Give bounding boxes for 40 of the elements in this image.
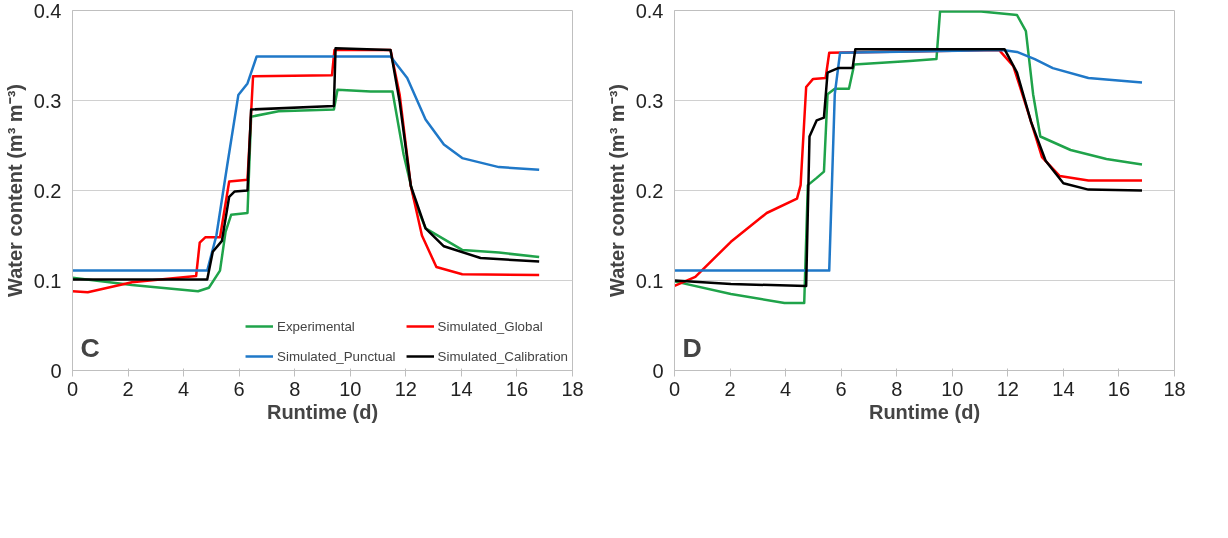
x-tick-label: 0 — [66, 377, 79, 400]
y-tick-label: 0.4 — [33, 0, 62, 22]
y-axis-title: Water content (m³ m⁻³) — [3, 84, 26, 297]
x-tick-label: 18 — [561, 377, 584, 400]
y-tick-label: 0.2 — [33, 179, 62, 202]
x-tick-label: 16 — [505, 377, 529, 400]
x-tick-label: 18 — [1163, 377, 1186, 400]
legend-label: Simulated_Calibration — [437, 348, 568, 364]
x-tick-label: 14 — [1052, 377, 1075, 400]
x-tick-label: 12 — [996, 377, 1019, 400]
y-tick-label: 0.3 — [33, 89, 62, 112]
y-tick-label: 0.2 — [635, 179, 664, 202]
x-axis-title: Runtime (d) — [266, 400, 379, 423]
legend-label: Experimental — [277, 318, 355, 334]
x-tick-label: 2 — [724, 377, 736, 400]
x-tick-label: 14 — [450, 377, 473, 400]
x-tick-label: 0 — [668, 377, 681, 400]
x-tick-label: 12 — [394, 377, 417, 400]
y-tick-label: 0.3 — [635, 89, 664, 112]
legend-label: Simulated_Global — [437, 318, 543, 334]
y-tick-label: 0.1 — [33, 269, 62, 292]
annotation: C — [80, 332, 100, 363]
x-tick-label: 4 — [780, 377, 792, 400]
x-tick-label: 10 — [339, 377, 362, 400]
x-tick-label: 6 — [835, 377, 847, 400]
x-tick-label: 16 — [1107, 377, 1131, 400]
y-axis-title: Water content (m³ m⁻³) — [605, 84, 628, 297]
y-tick-label: 0 — [652, 359, 664, 382]
x-tick-label: 8 — [891, 377, 903, 400]
x-tick-label: 6 — [233, 377, 245, 400]
x-tick-label: 10 — [941, 377, 964, 400]
y-tick-label: 0 — [50, 359, 62, 382]
x-tick-label: 4 — [178, 377, 190, 400]
x-axis-title: Runtime (d) — [868, 400, 981, 423]
x-tick-label: 2 — [122, 377, 134, 400]
y-tick-label: 0.4 — [635, 0, 664, 22]
x-tick-label: 8 — [289, 377, 301, 400]
y-tick-label: 0.1 — [635, 269, 664, 292]
annotation: D — [682, 332, 702, 363]
legend-label: Simulated_Punctual — [277, 348, 396, 364]
